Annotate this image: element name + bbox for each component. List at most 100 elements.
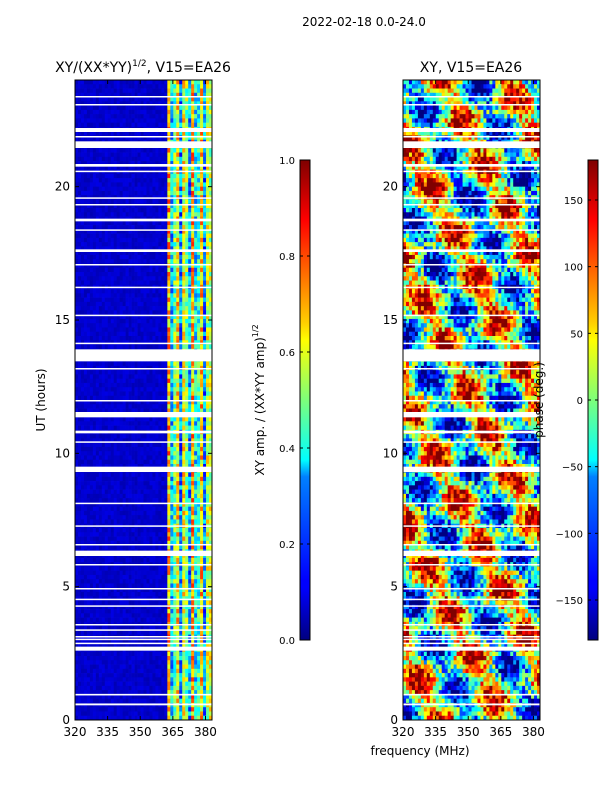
heatmap-cell: [140, 434, 144, 439]
heatmap-cell: [122, 186, 126, 192]
heatmap-cell: [131, 510, 135, 516]
heatmap-cell: [140, 387, 144, 392]
heatmap-cell: [113, 114, 118, 119]
heatmap-cell: [107, 318, 112, 324]
heatmap-cell: [164, 220, 168, 226]
heatmap-cell: [98, 156, 103, 162]
heatmap-cell: [101, 528, 106, 533]
heatmap-cell: [80, 493, 85, 499]
heatmap-cell: [188, 455, 192, 461]
heatmap-cell: [110, 417, 115, 422]
heatmap-cell: [125, 344, 129, 350]
heatmap-cell: [107, 272, 112, 277]
heatmap-cell: [131, 306, 135, 311]
heatmap-cell: [167, 485, 171, 490]
heatmap-cell: [197, 425, 201, 431]
heatmap-cell: [158, 446, 162, 452]
heatmap-cell: [113, 344, 118, 350]
heatmap-cell: [164, 331, 168, 337]
heatmap-cell: [179, 88, 183, 94]
heatmap-cell: [80, 186, 85, 192]
heatmap-cell: [128, 301, 132, 307]
heatmap-cell: [95, 540, 100, 546]
heatmap-cell: [158, 289, 162, 294]
heatmap-cell: [122, 510, 126, 516]
heatmap-cell: [95, 135, 100, 141]
heatmap-cell: [75, 237, 79, 243]
heatmap-cell: [95, 502, 100, 508]
heatmap-cell: [119, 148, 124, 153]
heatmap-cell: [75, 434, 79, 439]
heatmap-cell: [155, 382, 159, 388]
heatmap-cell: [188, 459, 192, 465]
heatmap-cell: [110, 190, 115, 196]
heatmap-cell: [101, 306, 106, 311]
heatmap-cell: [179, 186, 183, 192]
heatmap-cell: [167, 105, 171, 111]
heatmap-cell: [167, 476, 171, 482]
heatmap-cell: [77, 327, 82, 333]
heatmap-cell: [206, 536, 210, 542]
heatmap-cell: [164, 472, 168, 478]
heatmap-cell: [119, 455, 124, 461]
heatmap-cell: [86, 446, 91, 452]
heatmap-cell: [185, 374, 189, 380]
heatmap-cell: [167, 361, 171, 367]
heatmap-cell: [191, 88, 195, 94]
heatmap-cell: [152, 173, 156, 179]
heatmap-cell: [122, 242, 126, 247]
heatmap-cell: [137, 481, 141, 486]
heatmap-cell: [206, 250, 210, 256]
heatmap-cell: [191, 391, 195, 397]
heatmap-cell: [83, 178, 88, 183]
heatmap-cell: [101, 314, 106, 320]
heatmap-cell: [197, 331, 201, 337]
heatmap-cell: [194, 229, 198, 234]
heatmap-cell: [155, 80, 159, 85]
heatmap-cell: [197, 178, 201, 183]
heatmap-cell: [200, 370, 204, 375]
heatmap-cell: [146, 455, 150, 461]
heatmap-cell: [161, 109, 165, 115]
heatmap-cell: [203, 156, 207, 162]
heatmap-cell: [200, 297, 204, 303]
heatmap-cell: [113, 310, 118, 316]
heatmap-cell: [143, 250, 147, 256]
heatmap-cell: [179, 165, 183, 170]
heatmap-cell: [119, 280, 124, 286]
heatmap-cell: [98, 510, 103, 516]
heatmap-cell: [75, 152, 79, 158]
heatmap-cell: [146, 105, 150, 111]
heatmap-cell: [179, 301, 183, 307]
heatmap-cell: [116, 455, 121, 461]
heatmap-cell: [113, 118, 118, 124]
heatmap-cell: [110, 114, 115, 119]
heatmap-cell: [98, 109, 103, 115]
heatmap-cell: [158, 233, 162, 239]
heatmap-cell: [155, 148, 159, 153]
heatmap-cell: [75, 481, 79, 486]
heatmap-cell: [161, 438, 165, 444]
heatmap-cell: [182, 344, 186, 350]
heatmap-cell: [203, 434, 207, 439]
heatmap-cell: [77, 101, 82, 106]
heatmap-cell: [179, 84, 183, 89]
heatmap-cell: [92, 451, 97, 456]
heatmap-cell: [182, 417, 186, 422]
heatmap-cell: [134, 395, 138, 401]
heatmap-cell: [134, 229, 138, 234]
heatmap-cell: [191, 489, 195, 495]
heatmap-cell: [98, 173, 103, 179]
heatmap-cell: [92, 481, 97, 486]
heatmap-cell: [75, 438, 79, 444]
heatmap-cell: [197, 323, 201, 328]
heatmap-cell: [101, 259, 106, 264]
heatmap-cell: [191, 131, 195, 136]
heatmap-cell: [173, 212, 177, 217]
heatmap-cell: [152, 178, 156, 183]
heatmap-cell: [77, 199, 82, 205]
heatmap-cell: [104, 190, 109, 196]
heatmap-cell: [200, 135, 204, 141]
heatmap-cell: [161, 92, 165, 98]
heatmap-cell: [92, 434, 97, 439]
